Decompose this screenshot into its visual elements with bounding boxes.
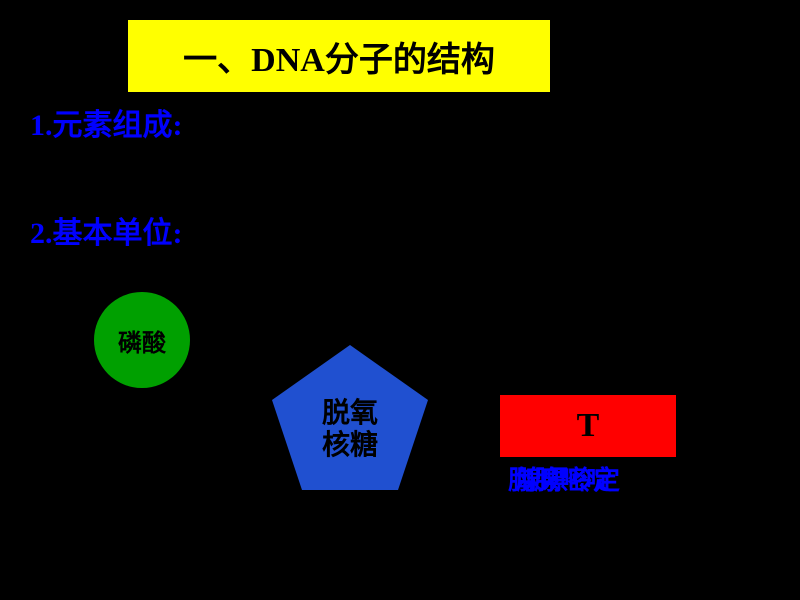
phosphate-group: 磷酸 xyxy=(94,292,190,388)
sugar-label-wrap: 脱氧 核糖 xyxy=(270,340,430,500)
slide-title: 一、DNA分子的结构 xyxy=(128,20,550,92)
nucleotide-name: 脱氧核苷酸 xyxy=(230,536,380,580)
elements-list: C、 H、 O、 N、 P . xyxy=(170,154,442,198)
base-caption-text-2: 腺嘌呤定 xyxy=(516,460,620,497)
heading-elements: 1.元素组成: xyxy=(30,100,183,144)
heading-basic-unit: 2.基本单位: xyxy=(30,208,183,252)
base-caption: 胸腺嘧啶 腺嘌呤定 xyxy=(508,460,688,494)
sugar-label: 脱氧 核糖 xyxy=(270,398,430,462)
nitrogen-base: T xyxy=(500,395,676,457)
phosphate-label: 磷酸 xyxy=(118,323,166,358)
base-letter: T xyxy=(577,407,600,445)
sugar-label-line2: 核糖 xyxy=(322,430,378,461)
sugar-label-line1: 脱氧 xyxy=(322,398,378,429)
